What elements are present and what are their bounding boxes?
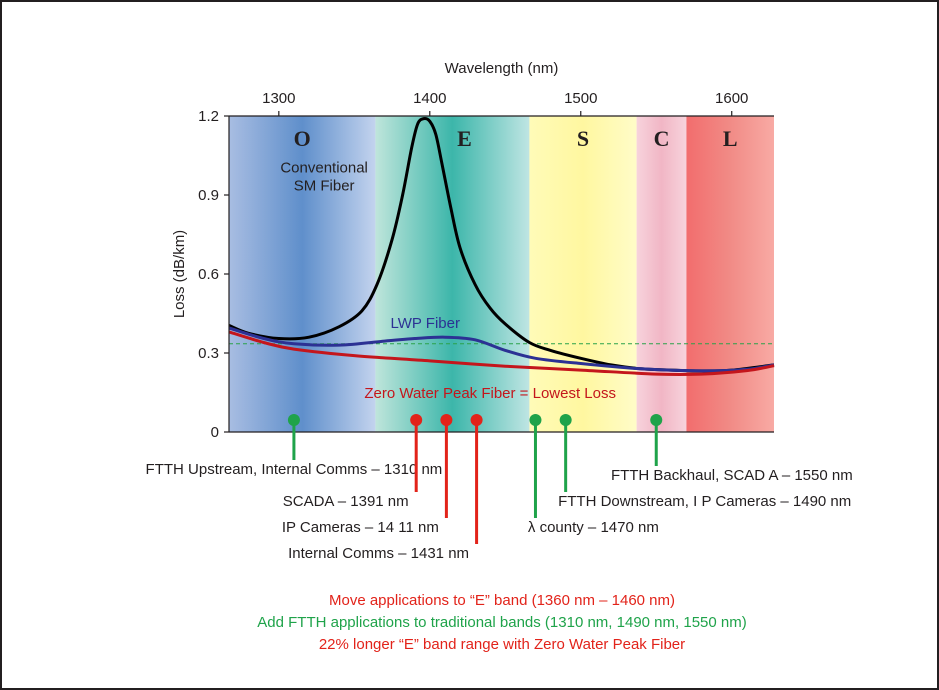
curve-labels: Conventional SM Fiber LWP Fiber Zero Water … bbox=[280, 160, 616, 402]
application-dot bbox=[650, 414, 663, 426]
lwp-fiber-curve bbox=[228, 326, 775, 373]
application-marker-1411: IP Cameras – 14 11 nm bbox=[282, 414, 453, 536]
y-tick-label: 0.6 bbox=[198, 266, 219, 283]
y-tick-label: 0.9 bbox=[198, 187, 219, 204]
band-l-label: L bbox=[723, 126, 738, 151]
y-axis-title: Loss (dB/km) bbox=[171, 230, 188, 318]
application-label: FTTH Backhaul, SCAD A – 1550 nm bbox=[611, 467, 853, 484]
zero-water-peak-fiber-curve bbox=[228, 330, 775, 377]
band-c-label: C bbox=[654, 126, 670, 151]
band-o-region bbox=[229, 116, 376, 432]
band-e-label: E bbox=[457, 126, 472, 151]
application-marker-1550: FTTH Backhaul, SCAD A – 1550 nm bbox=[611, 414, 853, 484]
application-label: Internal Comms – 1431 nm bbox=[288, 545, 469, 562]
application-dot bbox=[529, 414, 542, 426]
application-label: IP Cameras – 14 11 nm bbox=[282, 519, 439, 536]
application-label: FTTH Downstream, I P Cameras – 1490 nm bbox=[558, 493, 851, 510]
application-marker-1470: λ county – 1470 nm bbox=[528, 414, 659, 536]
zero-water-peak-label: Zero Water Peak Fiber = Lowest Loss bbox=[364, 385, 616, 402]
application-marker-1490: FTTH Downstream, I P Cameras – 1490 nm bbox=[558, 414, 851, 510]
application-marker-1391: SCADA – 1391 nm bbox=[283, 414, 423, 510]
y-tick-label: 1.2 bbox=[198, 108, 219, 125]
x-axis-title: Wavelength (nm) bbox=[445, 60, 559, 77]
application-label: λ county – 1470 nm bbox=[528, 519, 659, 536]
band-c-region bbox=[636, 116, 687, 432]
application-dot bbox=[440, 414, 453, 426]
x-tick-label: 1500 bbox=[564, 90, 597, 107]
application-label: SCADA – 1391 nm bbox=[283, 493, 409, 510]
note-line-3: 22% longer “E” band range with Zero Wate… bbox=[319, 636, 685, 653]
application-markers: FTTH Upstream, Internal Comms – 1310 nm S… bbox=[146, 414, 853, 562]
band-e-region bbox=[375, 116, 530, 432]
application-dot bbox=[287, 414, 300, 426]
band-s-label: S bbox=[577, 126, 589, 151]
x-tick-label: 1400 bbox=[413, 90, 446, 107]
application-marker-1310: FTTH Upstream, Internal Comms – 1310 nm bbox=[146, 414, 443, 478]
conventional-sm-fiber-label: Conventional SM Fiber bbox=[280, 160, 368, 195]
application-dot bbox=[559, 414, 572, 426]
notes: Move applications to “E” band (1360 nm –… bbox=[257, 592, 746, 653]
x-tick-label: 1300 bbox=[262, 90, 295, 107]
band-l-region bbox=[686, 116, 774, 432]
axes: Wavelength (nm) Loss (dB/km) 0 0.3 0.6 0.9 1… bbox=[171, 60, 774, 441]
y-tick-label: 0 bbox=[211, 424, 219, 441]
y-tick-label: 0.3 bbox=[198, 345, 219, 362]
application-dot bbox=[410, 414, 423, 426]
x-tick-label: 1600 bbox=[715, 90, 748, 107]
band-s-region bbox=[529, 116, 637, 432]
lwp-fiber-label: LWP Fiber bbox=[391, 315, 460, 332]
application-label: FTTH Upstream, Internal Comms – 1310 nm bbox=[146, 461, 443, 478]
application-dot bbox=[470, 414, 483, 426]
note-line-1: Move applications to “E” band (1360 nm –… bbox=[329, 592, 675, 609]
application-marker-1431: Internal Comms – 1431 nm bbox=[288, 414, 483, 562]
note-line-2: Add FTTH applications to traditional ban… bbox=[257, 614, 746, 631]
band-o-label: O bbox=[294, 126, 311, 151]
fiber-curves bbox=[228, 116, 775, 377]
